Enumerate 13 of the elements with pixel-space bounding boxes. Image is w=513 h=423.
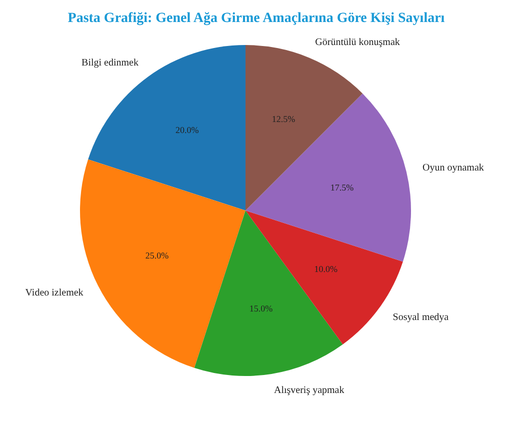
chart-title: Pasta Grafiği: Genel Ağa Girme Amaçlarına Göre Kişi Sayıları [68, 11, 445, 26]
slice-label: Bilgi edinmek [82, 58, 139, 69]
slice-label: Alışveriş yapmak [274, 384, 344, 396]
data-label: 12.5% [272, 114, 296, 124]
slice-label: Video izlemek [25, 288, 84, 299]
data-label: 10.0% [314, 264, 338, 274]
data-label: 15.0% [249, 304, 274, 314]
slice-label: Görüntülü konuşmak [315, 36, 400, 48]
data-label: 17.5% [330, 182, 354, 192]
data-label: 25.0% [145, 250, 170, 261]
slice-label: Oyun oynamak [422, 162, 484, 174]
slice-label: Sosyal medya [392, 312, 450, 324]
data-label: 20.0% [176, 125, 200, 136]
